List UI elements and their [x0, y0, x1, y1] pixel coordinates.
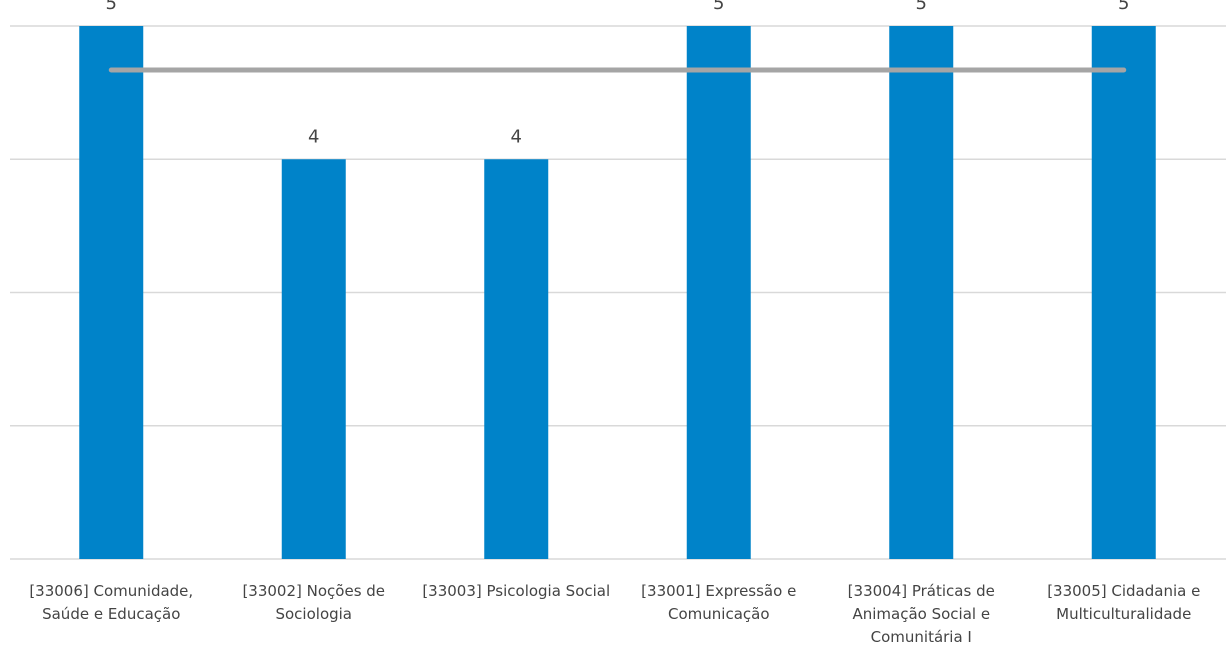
x-tick-label: [33004] Práticas de Animação Social e Comu…	[848, 582, 995, 646]
data-label: 5	[713, 0, 724, 14]
bar	[281, 159, 346, 559]
x-tick-label-line: [33006] Comunidade,	[29, 582, 193, 600]
bar	[889, 26, 954, 559]
gridlines	[10, 25, 1226, 560]
data-label: 4	[511, 126, 522, 147]
x-tick-label: [33001] Expressão e Comunicação	[641, 582, 796, 623]
x-tick-label-line: Animação Social e	[852, 605, 990, 623]
data-label: 4	[308, 126, 319, 147]
x-tick-label: [33002] Noções de Sociologia	[242, 582, 385, 623]
x-tick-label-line: Sociologia	[275, 605, 352, 623]
x-tick-label-line: Comunicação	[668, 605, 770, 623]
data-label: 5	[916, 0, 927, 14]
x-tick-label-line: [33001] Expressão e	[641, 582, 796, 600]
data-label: 5	[106, 0, 117, 14]
x-tick-label-line: [33002] Noções de	[242, 582, 385, 600]
x-tick-label: [33003] Psicologia Social	[422, 582, 610, 600]
x-tick-label-line: [33004] Práticas de	[848, 582, 995, 600]
bar	[484, 159, 549, 559]
x-tick-label-line: Multiculturalidade	[1056, 605, 1191, 623]
x-tick-label-line: [33005] Cidadania e	[1047, 582, 1200, 600]
bar	[1091, 26, 1156, 559]
x-tick-label: [33005] Cidadania e Multiculturalidade	[1047, 582, 1200, 623]
x-tick-label-line: Saúde e Educação	[42, 605, 180, 623]
data-label: 5	[1118, 0, 1129, 14]
bars	[79, 26, 1156, 559]
x-axis-tick-labels: [33006] Comunidade, Saúde e Educação[3300…	[29, 582, 1200, 646]
x-tick-label: [33006] Comunidade, Saúde e Educação	[29, 582, 193, 623]
bar	[686, 26, 751, 559]
data-labels: 5 4 4 5 5 5	[106, 0, 1130, 147]
x-tick-label-line: [33003] Psicologia Social	[422, 582, 610, 600]
x-tick-label-line: Comunitária I	[871, 628, 972, 646]
bar	[79, 26, 144, 559]
